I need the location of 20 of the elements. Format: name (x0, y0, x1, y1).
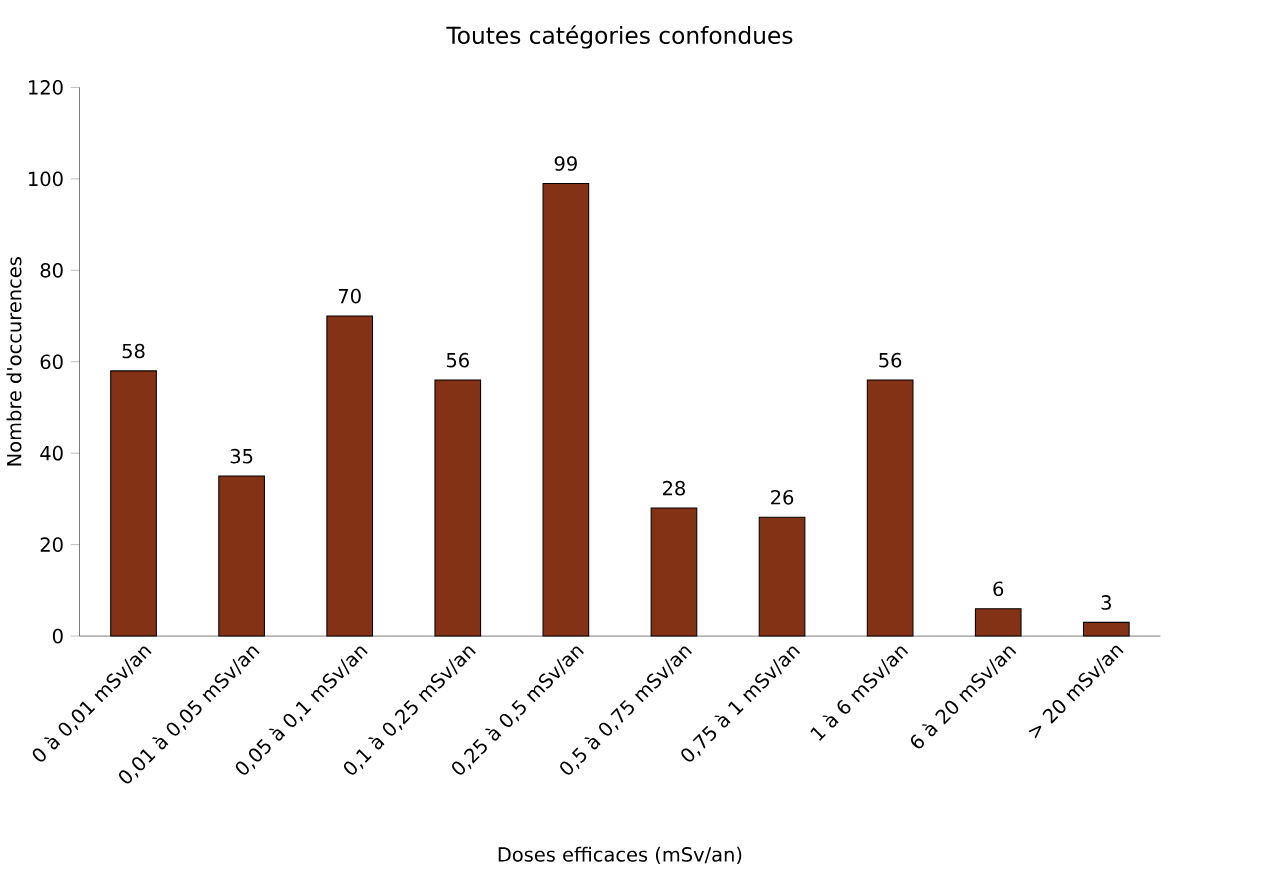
data-label: 56 (879, 352, 902, 368)
y-tick-label: 40 (40, 445, 63, 461)
data-label: 28 (663, 480, 685, 496)
data-label: 56 (446, 352, 469, 368)
y-tick-label: 100 (29, 171, 63, 187)
data-label: 3 (1101, 595, 1111, 610)
data-label: 58 (122, 343, 145, 359)
data-label: 70 (338, 288, 361, 304)
x-axis-title: Doses efficaces (mSv/an) (498, 846, 742, 865)
y-tick-label: 120 (29, 80, 63, 95)
y-tick-label: 60 (40, 354, 63, 370)
y-tick-label: 20 (40, 537, 63, 553)
y-tick-label: 0 (52, 628, 63, 644)
data-label: 6 (993, 581, 1004, 597)
data-label: 35 (230, 448, 253, 464)
data-label: 99 (554, 156, 577, 171)
y-tick-label: 80 (40, 262, 63, 278)
y-axis-title: Nombre d'occurences (6, 257, 22, 466)
data-label: 26 (771, 490, 794, 505)
chart-title: Toutes catégories confondues (446, 25, 793, 49)
